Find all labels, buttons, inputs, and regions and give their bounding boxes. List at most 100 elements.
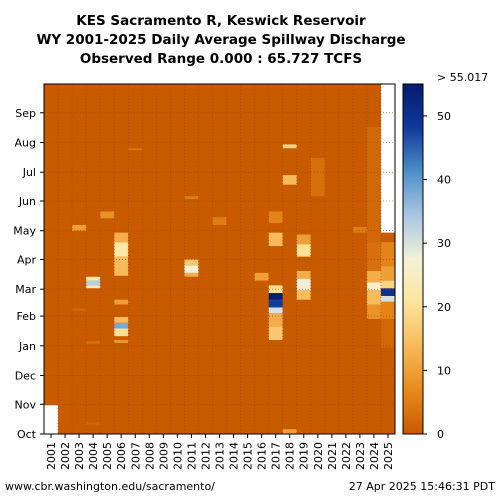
y-tick-label-may: May xyxy=(13,225,36,238)
heatmap-event-2025-54 xyxy=(380,280,395,289)
y-tick-label-jun: Jun xyxy=(18,195,36,208)
heatmap-event-2017-30 xyxy=(268,232,283,247)
heatmap-event-2019-38 xyxy=(296,244,311,257)
x-tick-label-2012: 2012 xyxy=(199,442,212,470)
x-tick-label-2001: 2001 xyxy=(45,442,58,470)
chart-title-line-1: KES Sacramento R, Keswick Reservoir xyxy=(76,13,366,29)
colorbar-frame xyxy=(402,83,424,435)
chart-title-line-3: Observed Range 0.000 : 65.727 TCFS xyxy=(80,51,362,67)
heatmap-event-2017-25 xyxy=(268,313,283,327)
heatmap-event-2004-5 xyxy=(86,285,101,289)
y-tick-label-apr: Apr xyxy=(17,253,37,266)
heatmap-event-2018-33 xyxy=(282,175,297,185)
heatmap-event-2017-24 xyxy=(268,326,283,341)
colorbar-tick-label-50: 50 xyxy=(437,110,451,123)
heatmap-event-2006-9 xyxy=(114,340,129,343)
heatmap-event-2024-44 xyxy=(366,282,381,291)
y-tick-label-nov: Nov xyxy=(15,398,37,411)
missing-data-2001-0 xyxy=(44,405,59,434)
missing-data-2025-1 xyxy=(380,84,395,233)
heatmap-background xyxy=(44,84,395,434)
x-tick-label-2024: 2024 xyxy=(368,442,381,470)
x-tick-label-2005: 2005 xyxy=(101,442,114,470)
y-tick-label-jan: Jan xyxy=(18,340,36,353)
x-tick-label-2017: 2017 xyxy=(270,442,283,470)
heatmap-event-2025-52 xyxy=(380,295,395,302)
colorbar-max-label: > 55.017 xyxy=(437,71,488,84)
chart-title-line-2: WY 2001-2025 Daily Average Spillway Disc… xyxy=(36,32,405,48)
heatmap-event-2013-22 xyxy=(212,217,227,225)
x-axis-years: 2001 2002 2003 2004 2005 2006 2007 2008 2009 2010… xyxy=(45,434,395,470)
heatmap-cells xyxy=(44,84,395,434)
x-tick-label-2010: 2010 xyxy=(171,442,184,470)
heatmap-event-2024-42 xyxy=(366,304,381,319)
x-tick-label-2011: 2011 xyxy=(185,442,198,470)
heatmap-event-2025-51 xyxy=(380,301,395,319)
y-tick-label-jul: Jul xyxy=(22,166,36,179)
heatmap-event-2025-53 xyxy=(380,288,395,296)
heatmap-event-2025-56 xyxy=(380,242,395,267)
x-tick-label-2002: 2002 xyxy=(59,442,72,470)
heatmap-event-2018-32 xyxy=(282,429,297,434)
heatmap-event-2004-6 xyxy=(86,280,101,286)
footer-url: www.cbr.washington.edu/sacramento/ xyxy=(5,480,215,493)
heatmap-event-2019-35 xyxy=(296,290,311,300)
x-tick-label-2016: 2016 xyxy=(256,442,269,470)
heatmap-event-2004-3 xyxy=(86,422,101,425)
heatmap-event-2006-16 xyxy=(114,232,129,243)
x-tick-label-2009: 2009 xyxy=(157,442,170,470)
x-tick-label-2004: 2004 xyxy=(87,442,100,470)
heatmap-event-2017-27 xyxy=(268,299,283,308)
heatmap-event-2024-48 xyxy=(366,184,381,228)
y-tick-label-sep: Sep xyxy=(15,107,36,120)
heatmap-gridlines xyxy=(44,84,395,434)
heatmap-event-2005-8 xyxy=(100,211,115,219)
heatmap-event-2019-36 xyxy=(296,278,311,291)
x-tick-label-2025: 2025 xyxy=(382,442,395,470)
heatmap-event-2006-13 xyxy=(114,299,129,305)
heatmap-event-2024-45 xyxy=(366,270,381,283)
x-tick-label-2020: 2020 xyxy=(312,442,325,470)
x-tick-label-2006: 2006 xyxy=(115,442,128,470)
x-tick-label-2019: 2019 xyxy=(298,442,311,470)
x-tick-label-2015: 2015 xyxy=(242,442,255,470)
heatmap-event-2019-37 xyxy=(296,270,311,279)
colorbar: 0 10 20 30 40 50 > 55.017 xyxy=(402,71,488,441)
x-tick-label-2018: 2018 xyxy=(284,442,297,470)
colorbar-tick-label-40: 40 xyxy=(437,174,451,187)
heatmap-event-2024-47 xyxy=(366,227,381,243)
heatmap-event-2003-1 xyxy=(72,308,87,312)
heatmap-event-2011-20 xyxy=(184,259,199,266)
heatmap-event-2006-12 xyxy=(114,317,129,323)
heatmap-event-2006-14 xyxy=(114,256,129,276)
colorbar-tick-label-0: 0 xyxy=(437,428,444,441)
colorbar-tick-label-10: 10 xyxy=(437,364,451,377)
x-tick-label-2007: 2007 xyxy=(129,442,142,470)
heatmap-event-2017-31 xyxy=(268,211,283,224)
heatmap-event-2002-0 xyxy=(58,291,73,294)
heatmap-event-2006-11 xyxy=(114,322,129,329)
x-tick-label-2021: 2021 xyxy=(326,442,339,470)
heatmap-event-2025-55 xyxy=(380,266,395,281)
heatmap-event-2006-10 xyxy=(114,328,129,337)
heatmap-plot-area xyxy=(43,83,396,435)
colorbar-gradient xyxy=(403,84,423,434)
x-tick-label-2003: 2003 xyxy=(73,442,86,470)
x-tick-label-2022: 2022 xyxy=(340,442,353,470)
y-tick-label-dec: Dec xyxy=(15,370,36,383)
heatmap-event-2025-50 xyxy=(380,318,395,348)
x-tick-label-2008: 2008 xyxy=(143,442,156,470)
heatmap-event-2011-21 xyxy=(184,196,199,200)
y-axis-months: Oct Nov Dec Jan Feb Mar Apr May Jun Jul Aug Sep xyxy=(13,107,44,441)
y-tick-label-aug: Aug xyxy=(15,136,36,149)
heatmap-event-2006-15 xyxy=(114,242,129,257)
x-tick-label-2013: 2013 xyxy=(214,442,227,470)
heatmap-event-2004-7 xyxy=(86,276,101,281)
heatmap-event-2011-19 xyxy=(184,265,199,273)
colorbar-ticks: 0 10 20 30 40 50 xyxy=(423,110,451,441)
colorbar-tick-label-30: 30 xyxy=(437,237,451,250)
footer-timestamp: 27 Apr 2025 15:46:31 PDT xyxy=(349,480,496,493)
x-tick-label-2023: 2023 xyxy=(354,442,367,470)
heatmap-event-2007-17 xyxy=(128,148,143,151)
